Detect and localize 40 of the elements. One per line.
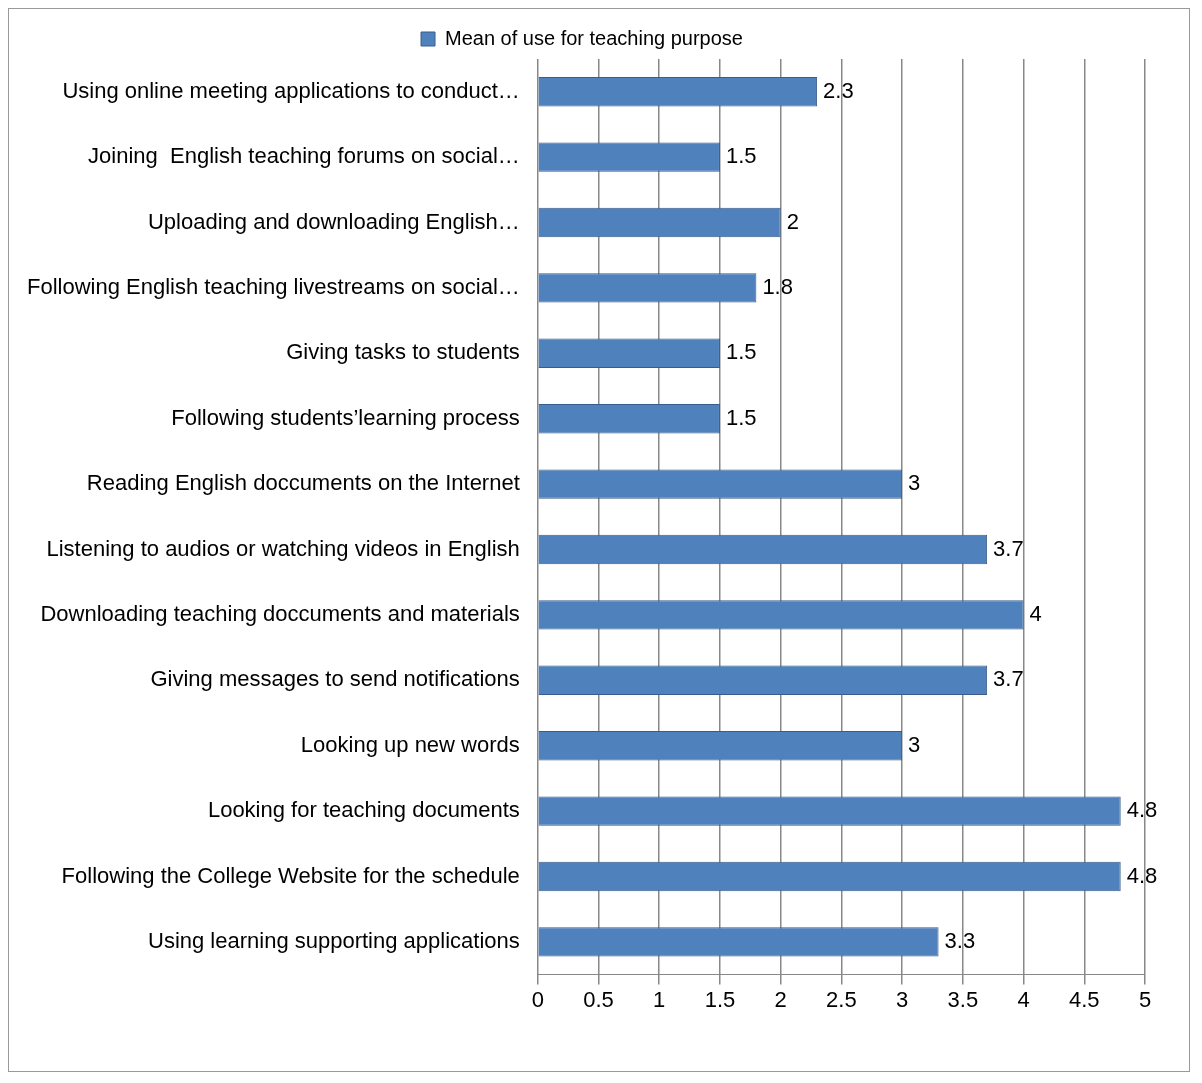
x-tick-label: 1: [653, 986, 666, 1012]
y-tick-label: Following students’learning process: [171, 404, 520, 430]
data-label: 2.3: [823, 77, 854, 103]
x-tick-label: 1.5: [704, 986, 736, 1012]
data-label: 3: [908, 470, 921, 496]
y-tick-label: Joining English teaching forums on social…: [88, 143, 520, 169]
x-tick-label: 3: [895, 986, 909, 1012]
y-tick-label: Looking for teaching documents: [207, 797, 520, 823]
data-label: 3: [908, 731, 921, 757]
y-tick-label: Using learning supporting applications: [147, 927, 520, 953]
x-tick-label: 2: [774, 986, 787, 1012]
data-label: 4.8: [1126, 862, 1158, 888]
y-tick-label: Looking up new words: [300, 731, 520, 757]
y-tick-label: Giving messages to send notifications: [150, 666, 520, 692]
y-tick-label: Following the College Website for the schedule: [61, 862, 520, 888]
x-tick-label: 3.5: [947, 986, 979, 1012]
y-tick-label: Following English teaching livestreams on social…: [26, 273, 520, 299]
x-tick-label: 0: [531, 986, 544, 1012]
y-tick-label: Downloading teaching doccuments and materials: [40, 600, 520, 626]
y-tick-label: Reading English doccuments on the Internet: [86, 470, 520, 496]
y-tick-label: Using online meeting applications to conduct…: [62, 77, 520, 103]
y-tick-label: Uploading and downloading English…: [147, 208, 520, 234]
x-tick-label: 4: [1017, 986, 1030, 1012]
x-tick-label: 4.5: [1068, 986, 1100, 1012]
x-tick-label: 0.5: [583, 986, 614, 1012]
y-tick-label: Giving tasks to students: [286, 339, 520, 365]
data-label: 3.3: [944, 927, 976, 953]
data-label: 3.7: [993, 666, 1024, 692]
data-label: 1.8: [762, 273, 793, 299]
legend-label: Mean of use for teaching purpose: [445, 26, 743, 49]
x-tick-label: 5: [1138, 986, 1152, 1012]
data-label: 4: [1029, 600, 1042, 626]
data-label: 4.8: [1126, 797, 1158, 823]
y-tick-label: Listening to audios or watching videos in English: [46, 535, 520, 561]
data-label: 2: [786, 208, 799, 234]
data-label: 1.5: [725, 404, 757, 430]
data-label: 1.5: [725, 143, 757, 169]
data-label: 1.5: [725, 339, 757, 365]
x-tick-label: 2.5: [826, 986, 857, 1012]
data-label: 3.7: [993, 535, 1024, 561]
